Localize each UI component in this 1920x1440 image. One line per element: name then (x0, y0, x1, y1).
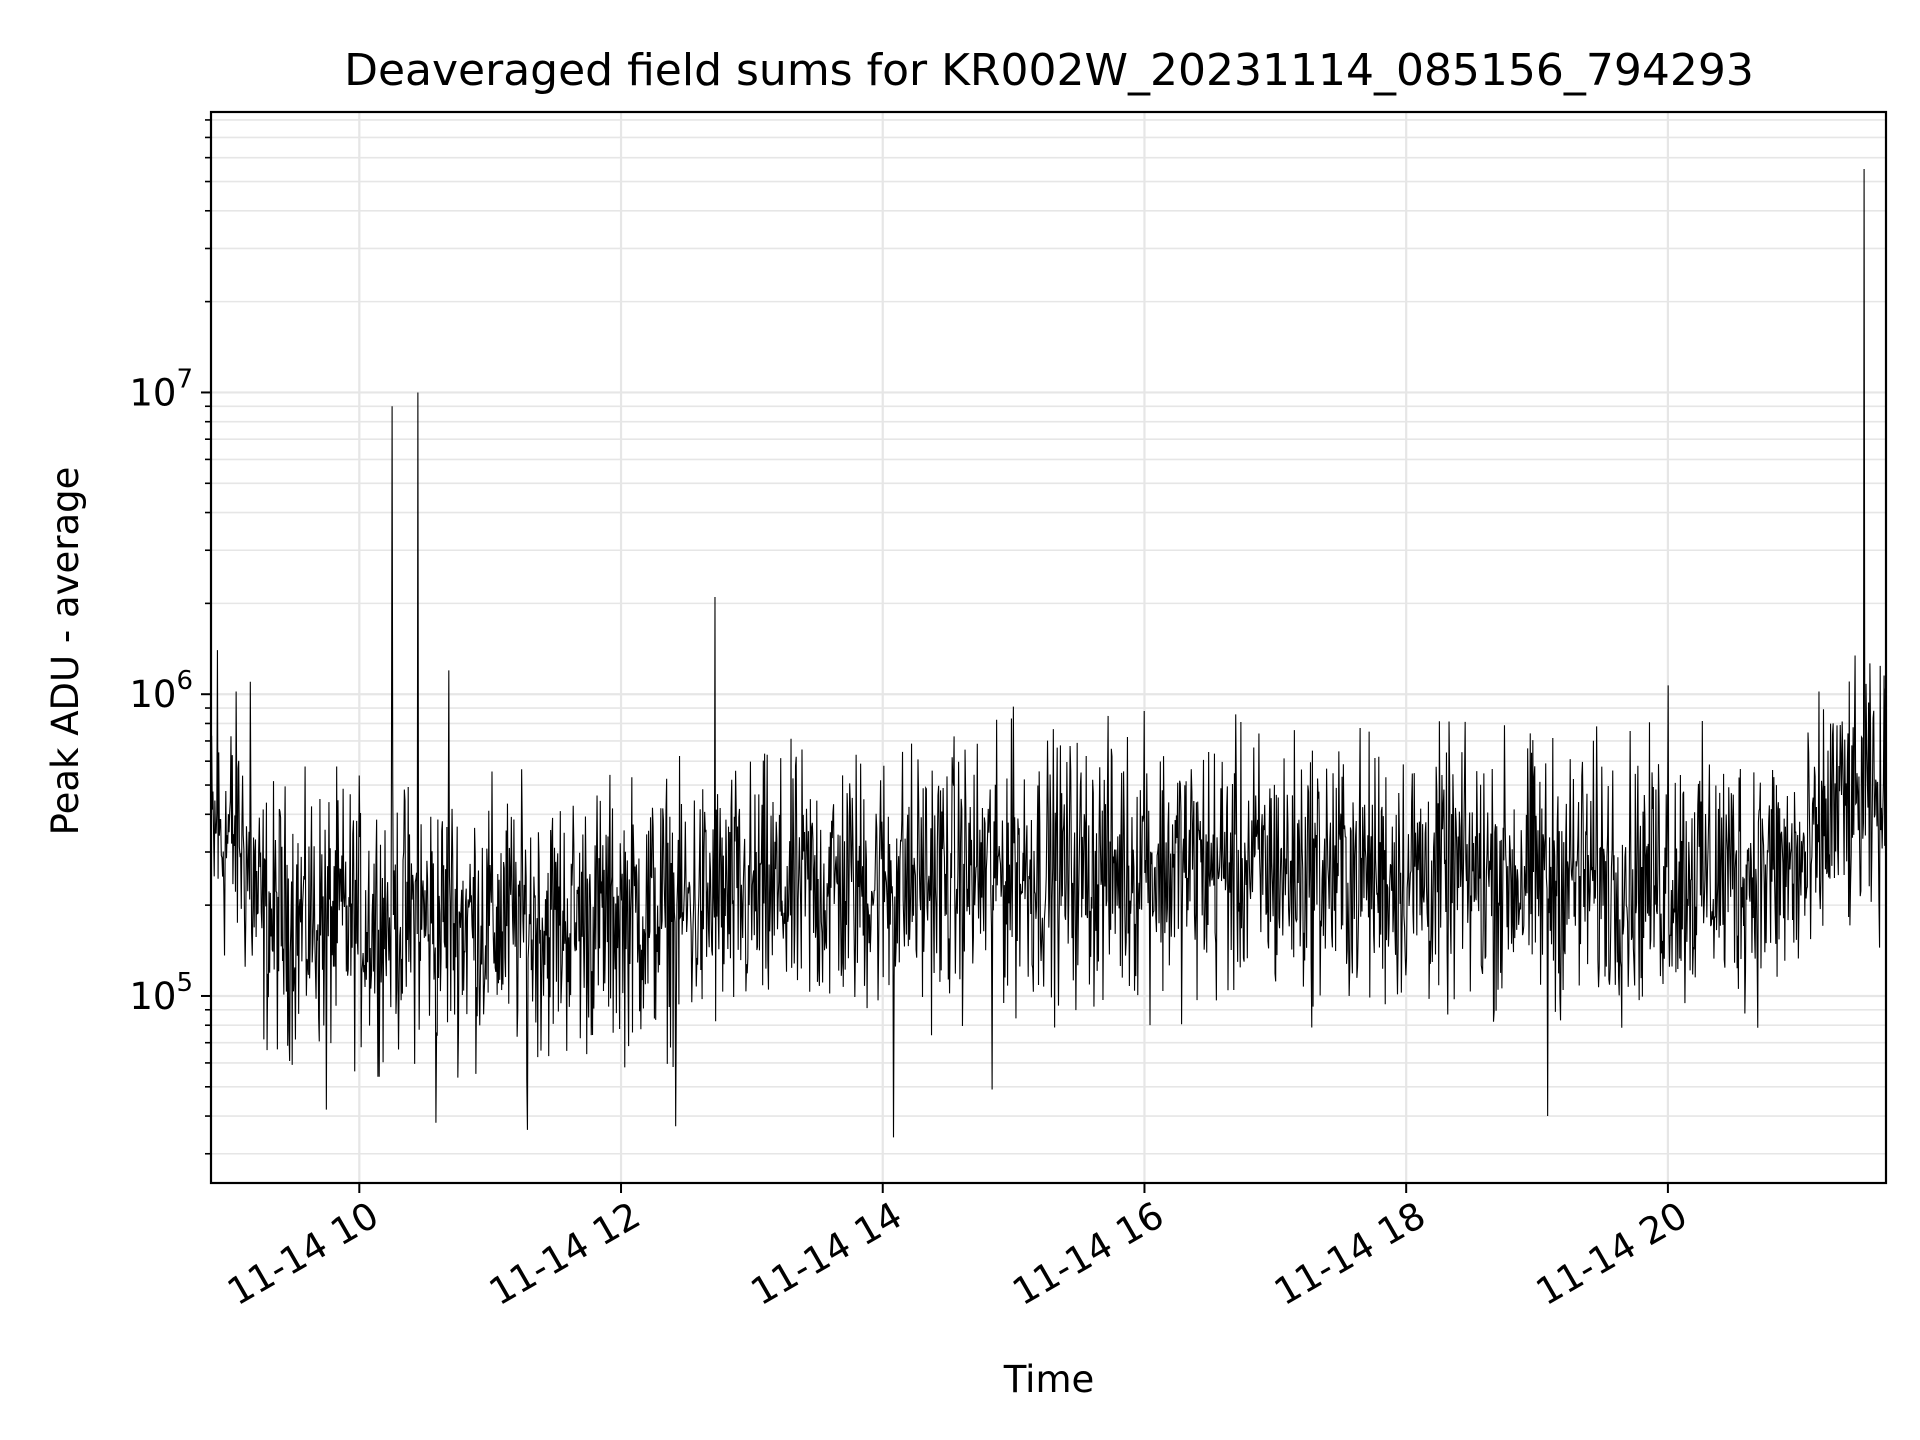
x-tick-label: 11-14 10 (220, 1194, 386, 1314)
x-tick-label: 11-14 20 (1529, 1194, 1695, 1314)
x-axis-label: Time (1003, 1358, 1095, 1401)
chart-title: Deaveraged field sums for KR002W_2023111… (344, 45, 1754, 96)
grid (211, 112, 1886, 1183)
x-axis: 11-14 10 11-14 12 11-14 14 11-14 16 11-14 18… (220, 1183, 1694, 1314)
plot-frame (209, 110, 1888, 1185)
y-tick-label: 107 (129, 364, 193, 414)
x-tick-label: 11-14 16 (1005, 1194, 1171, 1314)
x-tick-label: 11-14 18 (1267, 1194, 1433, 1314)
series-line (210, 169, 1887, 1138)
y-axis: 105 106 107 (129, 119, 211, 1155)
y-tick-label: 106 (129, 666, 193, 716)
x-tick-label: 11-14 12 (482, 1194, 648, 1314)
plot-area (210, 169, 1887, 1138)
y-axis-label: Peak ADU - average (44, 467, 87, 836)
y-tick-label: 105 (129, 968, 193, 1018)
x-tick-label: 11-14 14 (744, 1194, 910, 1314)
